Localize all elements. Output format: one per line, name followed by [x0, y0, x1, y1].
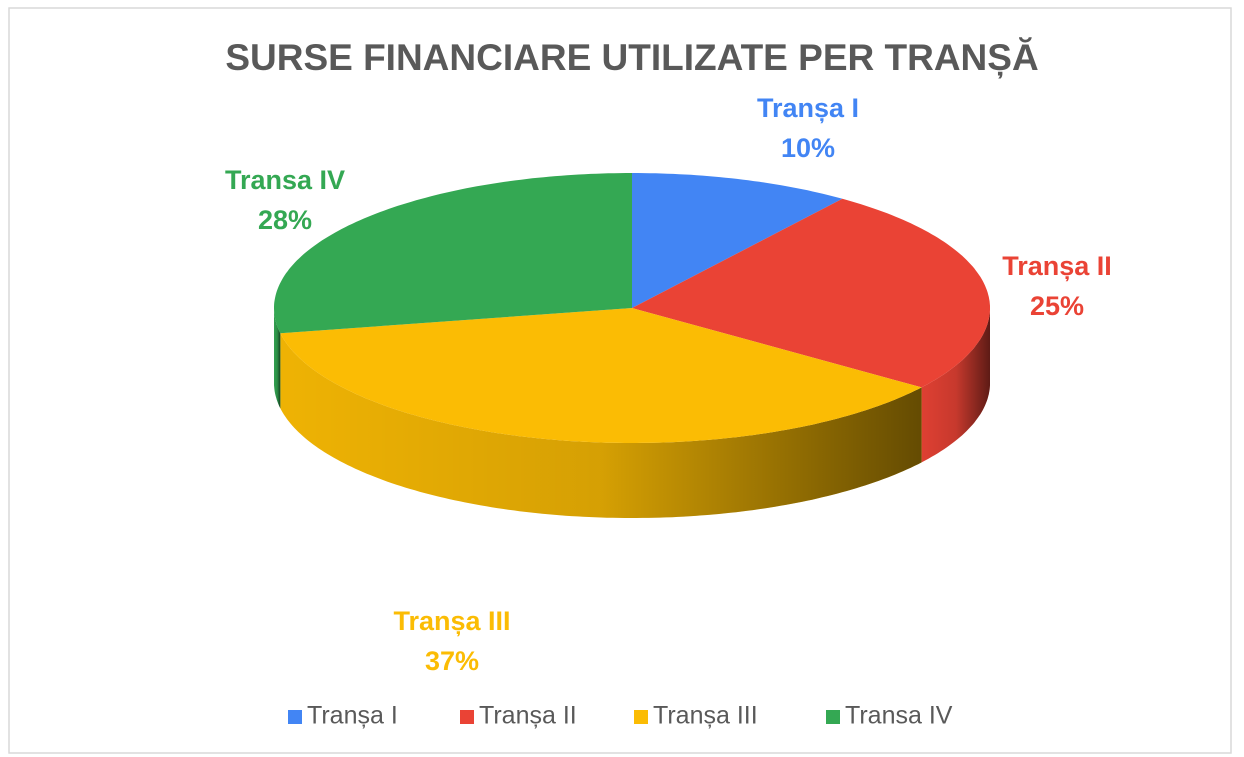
legend-swatch	[634, 710, 648, 724]
slice	[274, 173, 632, 334]
data-label-value: 28%	[258, 205, 312, 235]
legend-label: Tranșa II	[479, 702, 577, 730]
slice	[632, 173, 843, 308]
data-label-value: 37%	[425, 646, 479, 676]
legend-swatch	[460, 710, 474, 724]
slice-side-shade	[921, 308, 990, 463]
chart-title: SURSE FINANCIARE UTILIZATE PER TRANȘĂ	[225, 37, 1038, 78]
data-label-name: Tranșa II	[1002, 251, 1112, 281]
slice-side-shade	[280, 333, 922, 518]
slice	[632, 198, 990, 388]
data-label-value: 25%	[1030, 291, 1084, 321]
legend-label: Transa IV	[845, 702, 953, 730]
slice	[280, 308, 922, 443]
legend-swatch	[826, 710, 840, 724]
data-label-name: Transa IV	[225, 165, 345, 195]
slice-side-shade	[274, 308, 281, 409]
legend-label: Tranșa I	[307, 702, 398, 730]
data-label-name: Tranșa III	[393, 606, 510, 636]
data-label-name: Tranșa I	[757, 93, 859, 123]
legend-label: Tranșa III	[653, 702, 758, 730]
legend-swatch	[288, 710, 302, 724]
data-label-value: 10%	[781, 133, 835, 163]
